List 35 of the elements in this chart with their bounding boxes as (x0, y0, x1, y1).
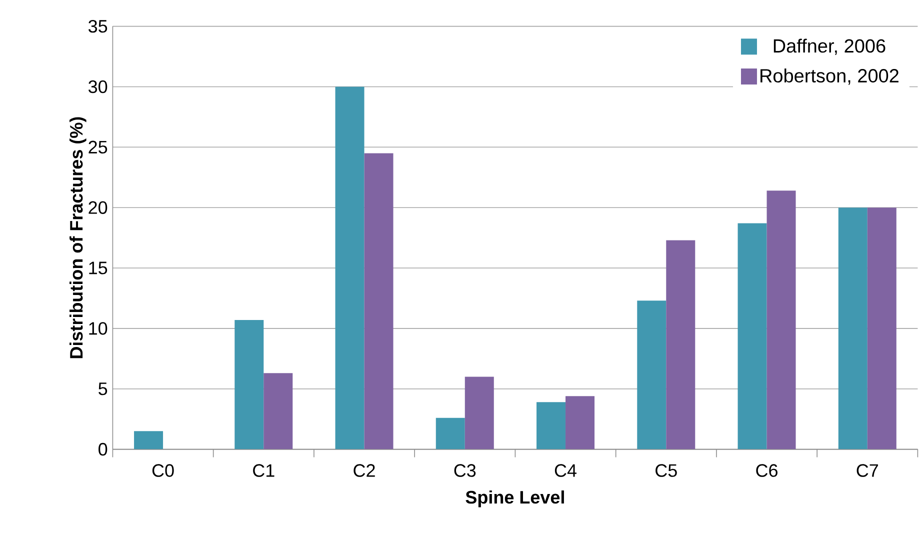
bar (838, 208, 868, 450)
y-axis-title: Distribution of Fractures (%) (70, 117, 86, 358)
bar (234, 320, 264, 450)
y-tick-label: 15 (89, 262, 108, 274)
y-tick-label: 25 (88, 140, 108, 154)
bar (335, 86, 364, 450)
bar (637, 300, 666, 450)
x-tick-label: C2 (354, 464, 375, 477)
x-tick-label: C0 (152, 464, 174, 477)
y-tick-label: 10 (89, 322, 108, 335)
bar (134, 431, 164, 450)
legend-label: Daffner, 2006 (774, 38, 886, 55)
x-tick-label: C5 (656, 464, 677, 477)
x-tick-label: C4 (554, 464, 576, 477)
y-tick-label: 20 (88, 201, 108, 214)
x-tick-label: C7 (856, 464, 878, 477)
bar (666, 240, 696, 450)
bar (566, 396, 595, 450)
legend-label: Robertson, 2002 (760, 68, 898, 85)
bar (264, 373, 293, 450)
bar (536, 402, 566, 450)
y-tick-label: 0 (98, 442, 108, 456)
bar (867, 208, 896, 450)
x-axis-title: Spine Level (466, 490, 564, 508)
bar (364, 153, 394, 450)
bar (766, 190, 796, 450)
x-tick-label: C3 (454, 464, 476, 477)
x-tick-label: C1 (253, 464, 274, 477)
bar (738, 223, 767, 450)
y-tick-label: 35 (88, 20, 108, 33)
bar (436, 418, 465, 450)
bar (464, 376, 494, 450)
x-tick-label: C6 (756, 464, 778, 477)
y-tick-label: 5 (98, 382, 108, 396)
y-tick-label: 30 (88, 80, 108, 94)
